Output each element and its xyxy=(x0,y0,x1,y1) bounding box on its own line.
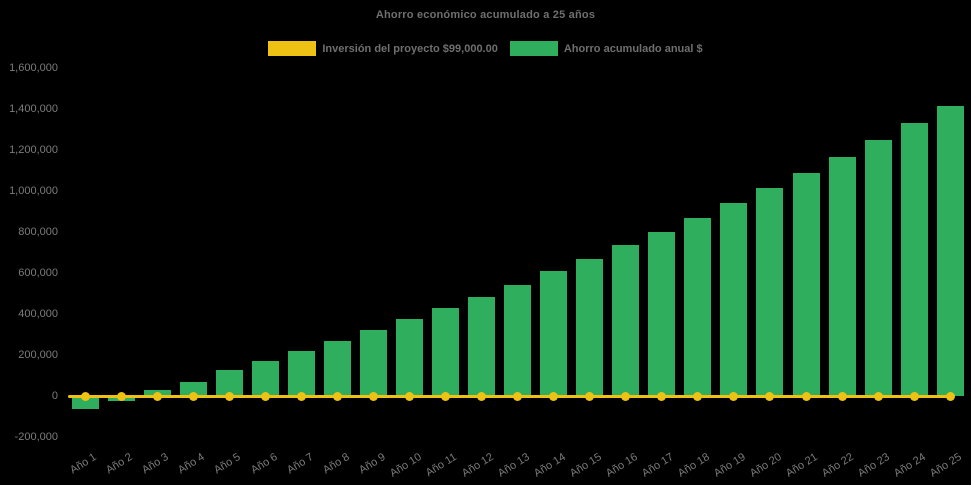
y-axis-tick-label: 600,000 xyxy=(18,267,58,279)
bar xyxy=(468,296,496,396)
line-point-icon xyxy=(332,392,342,401)
line-point-icon xyxy=(549,392,559,401)
line-point-icon xyxy=(296,392,306,401)
x-axis-label: Año 2 xyxy=(104,450,135,477)
x-axis-label: Año 16 xyxy=(603,450,640,480)
line-point-icon xyxy=(693,392,703,401)
bar xyxy=(576,259,604,396)
legend: Inversión del proyecto $99,000.00 Ahorro… xyxy=(0,41,971,56)
x-axis-label: Año 24 xyxy=(892,450,929,480)
legend-label-savings: Ahorro acumulado anual $ xyxy=(563,42,703,55)
line-point-icon xyxy=(837,392,847,401)
bar xyxy=(251,361,279,396)
line-point-icon xyxy=(801,392,811,401)
x-axis-label: Año 18 xyxy=(675,450,712,480)
bar xyxy=(504,284,532,396)
bar xyxy=(323,341,351,396)
x-axis-label: Año 7 xyxy=(284,450,316,477)
x-axis-label: Año 22 xyxy=(820,450,856,480)
y-axis-tick-label: 800,000 xyxy=(18,226,58,238)
x-axis-label: Año 10 xyxy=(387,450,424,480)
chart-title: Ahorro económico acumulado a 25 años xyxy=(375,9,596,21)
legend-item-savings: Ahorro acumulado anual $ xyxy=(509,41,703,56)
x-axis-label: Año 19 xyxy=(711,450,748,480)
line-point-icon xyxy=(765,392,775,401)
x-axis-label: Año 9 xyxy=(356,450,388,477)
legend-swatch-investment-icon xyxy=(268,41,317,56)
line-point-icon xyxy=(224,392,234,401)
bar xyxy=(792,172,820,396)
x-axis-label: Año 4 xyxy=(176,450,208,477)
bar xyxy=(359,329,387,396)
bar xyxy=(215,370,243,396)
bar xyxy=(432,308,459,396)
x-axis-label: Año 15 xyxy=(567,450,604,480)
bar xyxy=(864,140,892,396)
x-axis-label: Año 17 xyxy=(639,450,676,480)
x-axis-label: Año 3 xyxy=(140,450,172,477)
y-axis-tick-label: 1,400,000 xyxy=(9,103,58,115)
line-point-icon xyxy=(441,392,450,401)
line-point-icon xyxy=(621,392,631,401)
bar xyxy=(828,156,856,396)
x-axis-label: Año 21 xyxy=(783,450,820,480)
bar xyxy=(720,203,748,396)
x-axis-label: Año 23 xyxy=(856,450,893,480)
legend-label-investment: Inversión del proyecto $99,000.00 xyxy=(322,42,498,55)
bar xyxy=(684,218,712,396)
line-point-icon xyxy=(368,392,378,401)
line-point-icon xyxy=(657,392,667,401)
legend-item-investment: Inversión del proyecto $99,000.00 xyxy=(268,41,498,56)
y-axis-tick-label: 1,200,000 xyxy=(9,144,58,156)
line-point-icon xyxy=(188,392,198,401)
line-point-icon xyxy=(80,392,90,401)
line-point-icon xyxy=(260,392,270,401)
legend-swatch-savings-icon xyxy=(509,41,558,56)
y-axis-tick-label: 1,000,000 xyxy=(9,185,58,197)
line-point-icon xyxy=(513,392,523,401)
line-point-icon xyxy=(729,392,739,401)
bar xyxy=(900,122,928,396)
bar xyxy=(936,105,964,396)
x-axis-label: Año 12 xyxy=(459,450,496,480)
line-point-icon xyxy=(909,392,919,401)
y-axis-tick-label: 1,600,000 xyxy=(9,62,58,74)
line-point-icon xyxy=(152,392,162,401)
x-axis-label: Año 20 xyxy=(747,450,784,480)
bar xyxy=(179,381,207,396)
investment-line xyxy=(68,395,953,398)
y-axis-tick-label: 400,000 xyxy=(18,308,58,320)
x-axis-label: Año 25 xyxy=(928,450,965,480)
line-point-icon xyxy=(116,392,126,401)
line-point-icon xyxy=(585,392,595,401)
bar xyxy=(756,187,784,396)
y-axis-tick-label: 200,000 xyxy=(18,349,58,361)
bar xyxy=(648,232,676,396)
x-axis-label: Año 5 xyxy=(212,450,244,477)
bar xyxy=(540,270,568,396)
line-point-icon xyxy=(945,392,955,401)
y-axis-tick-label: -200,000 xyxy=(14,431,58,443)
bar xyxy=(612,244,640,396)
line-point-icon xyxy=(873,392,883,401)
x-axis-label: Año 13 xyxy=(495,450,532,480)
bar xyxy=(71,396,99,410)
line-point-icon xyxy=(404,392,414,401)
x-axis-label: Año 14 xyxy=(531,450,568,480)
line-point-icon xyxy=(477,392,487,401)
bar xyxy=(287,350,315,396)
x-axis-label: Año 11 xyxy=(424,450,460,480)
y-axis-tick-label: 0 xyxy=(51,390,58,402)
bar xyxy=(395,318,423,396)
x-axis-label: Año 1 xyxy=(68,450,99,477)
x-axis-label: Año 8 xyxy=(320,450,352,477)
x-axis-label: Año 6 xyxy=(248,450,280,477)
